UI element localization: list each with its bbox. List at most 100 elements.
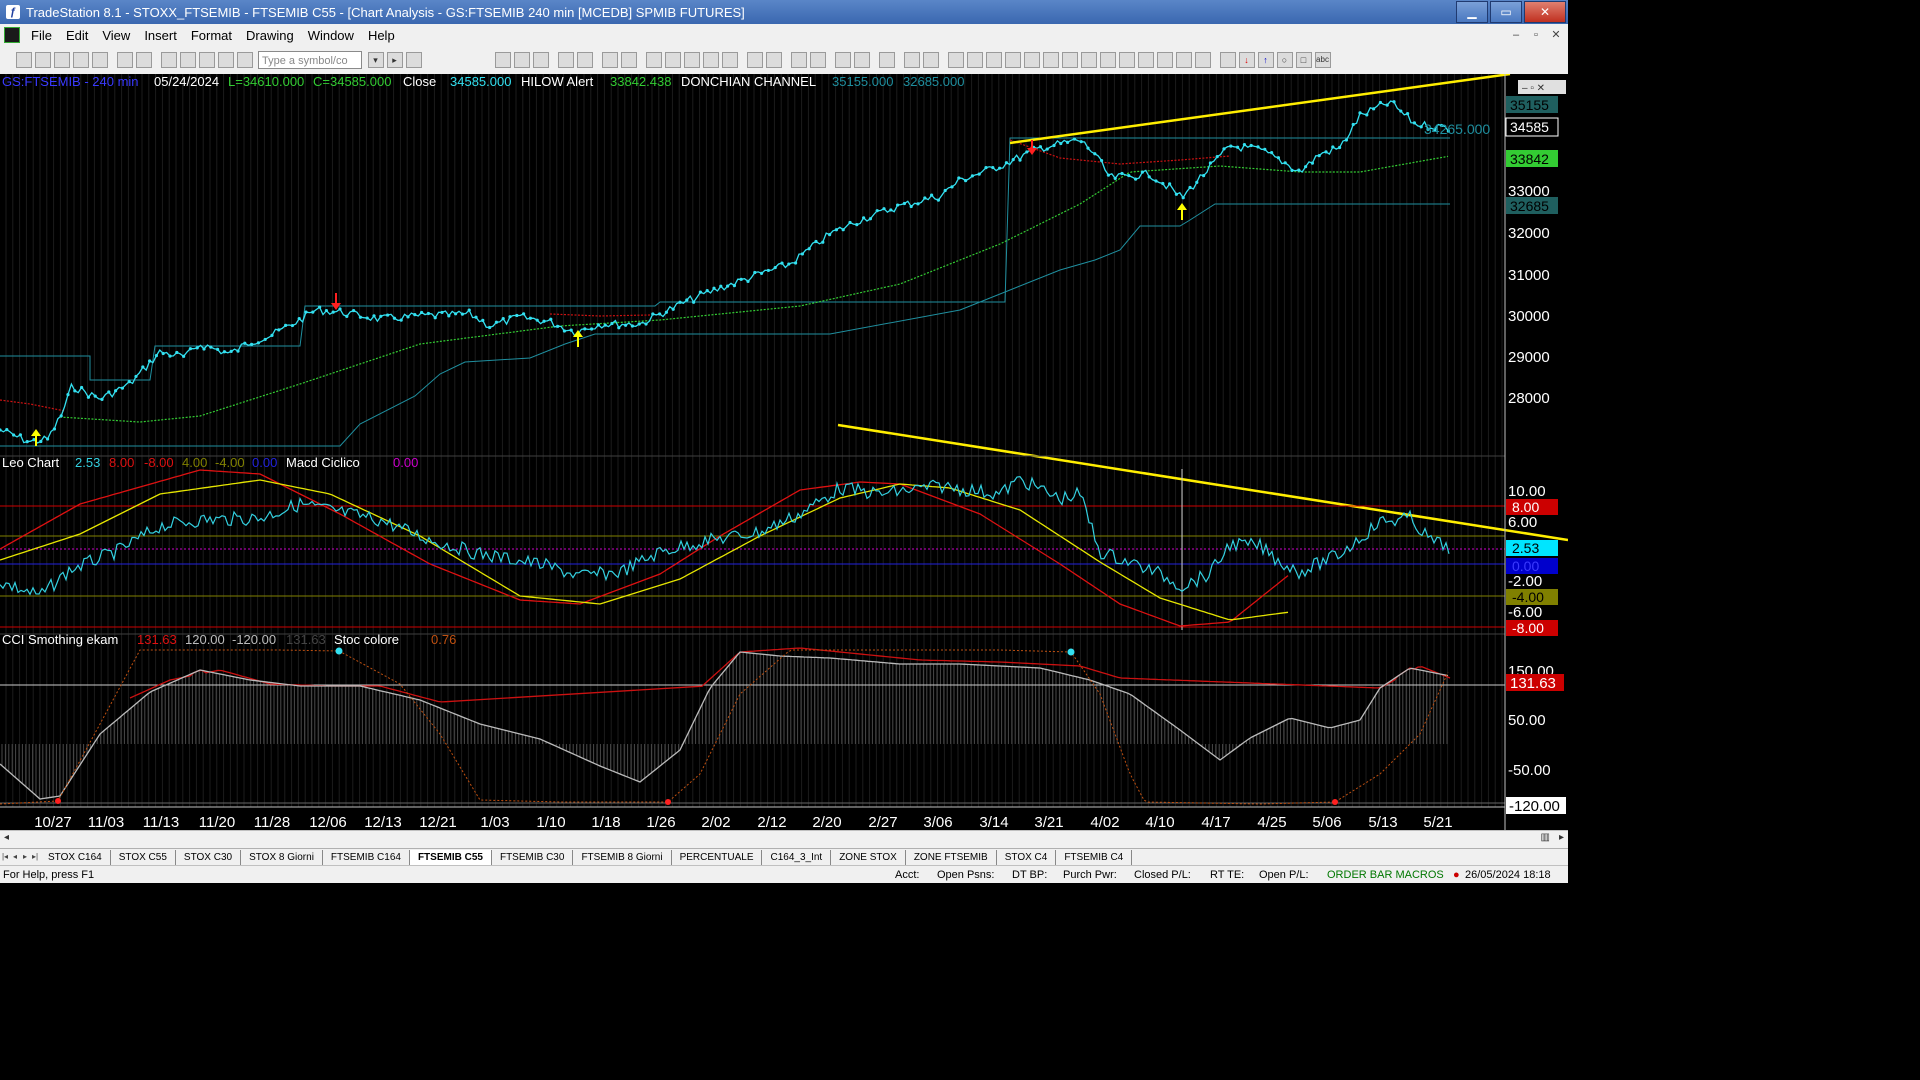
- tab-first-icon[interactable]: |◂: [1, 851, 9, 861]
- menu-view[interactable]: View: [102, 27, 131, 43]
- tab-stox-c4[interactable]: STOX C4: [997, 850, 1057, 865]
- print-icon[interactable]: [135, 52, 152, 68]
- lower-trendline[interactable]: [837, 423, 1568, 542]
- save-icon[interactable]: [72, 52, 89, 68]
- lock-icon[interactable]: [198, 52, 215, 68]
- text-tool-icon[interactable]: abc: [1314, 52, 1331, 68]
- tab-ftsemib-c4[interactable]: FTSEMIB C4: [1056, 850, 1133, 865]
- scroll-left-icon[interactable]: ◂: [4, 832, 10, 843]
- window-table-icon[interactable]: [532, 52, 549, 68]
- tab-last-icon[interactable]: ▸|: [31, 851, 39, 861]
- menu-format[interactable]: Format: [190, 27, 232, 43]
- menu-drawing[interactable]: Drawing: [246, 27, 294, 43]
- tab-stox-8-giorni[interactable]: STOX 8 Giorni: [241, 850, 323, 865]
- matrix-icon[interactable]: [664, 52, 681, 68]
- insert-strategy-icon[interactable]: [620, 52, 637, 68]
- new-icon[interactable]: [15, 52, 32, 68]
- globe-icon[interactable]: [236, 52, 253, 68]
- upper-trendline[interactable]: [1009, 74, 1511, 145]
- tab-zone-stox[interactable]: ZONE STOX: [831, 850, 906, 865]
- mdi-minimize-icon[interactable]: –: [1512, 29, 1520, 41]
- compress-horizontal-icon[interactable]: [765, 52, 782, 68]
- arrow-down-tool-icon[interactable]: ↓: [1238, 52, 1255, 68]
- drawing-icon[interactable]: [217, 52, 234, 68]
- arc-line-tool-icon[interactable]: [1219, 52, 1236, 68]
- tab-ftsemib-c164[interactable]: FTSEMIB C164: [323, 850, 410, 865]
- data-window-icon[interactable]: [853, 52, 870, 68]
- price-bar-dot: [1276, 156, 1280, 160]
- insert-indicator-icon[interactable]: [601, 52, 618, 68]
- tab-stox-c55[interactable]: STOX C55: [111, 850, 176, 865]
- radar-icon[interactable]: [645, 52, 662, 68]
- mdi-close-icon[interactable]: ✕: [1551, 29, 1561, 41]
- vertical-lines-tool-icon[interactable]: [966, 52, 983, 68]
- time-cycles-tool-icon[interactable]: [1099, 52, 1116, 68]
- expand-horizontal-icon[interactable]: [746, 52, 763, 68]
- tab-zone-ftsemib[interactable]: ZONE FTSEMIB: [906, 850, 997, 865]
- tab-stox-c30[interactable]: STOX C30: [176, 850, 242, 865]
- tab-percentuale[interactable]: PERCENTUALE: [672, 850, 763, 865]
- tab-next-icon[interactable]: ▸: [22, 851, 27, 861]
- new-workspace-icon[interactable]: [53, 52, 70, 68]
- regression-tool-icon[interactable]: [1080, 52, 1097, 68]
- candle-icon[interactable]: [702, 52, 719, 68]
- order-bar-macros[interactable]: ORDER BAR MACROS: [1327, 868, 1444, 881]
- symbol-dropdown-icon[interactable]: ▾: [367, 52, 384, 68]
- bar-chart-icon[interactable]: [683, 52, 700, 68]
- minimize-button[interactable]: ▁: [1456, 1, 1488, 23]
- gann-fan-tool-icon[interactable]: [1023, 52, 1040, 68]
- save-all-icon[interactable]: [91, 52, 108, 68]
- channel-tool-icon[interactable]: [1156, 52, 1173, 68]
- trendline-tool-icon[interactable]: [947, 52, 964, 68]
- scroll-thumb-icon[interactable]: ▥: [1540, 832, 1550, 843]
- arc-tool-icon[interactable]: [1175, 52, 1192, 68]
- close-button[interactable]: ✕: [1524, 1, 1566, 23]
- horizontal-arrow-tool-icon[interactable]: [1137, 52, 1154, 68]
- horizontal-lines-tool-icon[interactable]: [985, 52, 1002, 68]
- arrow-up-tool-icon[interactable]: ↑: [1257, 52, 1274, 68]
- tab-prev-icon[interactable]: ◂: [12, 851, 17, 861]
- rectangle-tool-icon[interactable]: □: [1295, 52, 1312, 68]
- symbol-lookup-icon[interactable]: [405, 52, 422, 68]
- line-chart-icon[interactable]: [721, 52, 738, 68]
- options-icon[interactable]: [922, 52, 939, 68]
- menu-file[interactable]: File: [31, 27, 52, 43]
- chart-area[interactable]: GS:FTSEMIB - 240 min 05/24/2024 L=34610.…: [0, 74, 1568, 830]
- chart-format-icon[interactable]: [576, 52, 593, 68]
- tab-ftsemib-8-giorni[interactable]: FTSEMIB 8 Giorni: [573, 850, 672, 865]
- menu-insert[interactable]: Insert: [144, 27, 177, 43]
- menu-edit[interactable]: Edit: [65, 27, 89, 43]
- maximize-button[interactable]: ▭: [1490, 1, 1522, 23]
- horizontal-scrollbar[interactable]: ◂ ▥ ▸: [0, 830, 1568, 849]
- pencil-tool-icon[interactable]: [1194, 52, 1211, 68]
- menu-window[interactable]: Window: [307, 27, 354, 43]
- angle-line-tool-icon[interactable]: [1118, 52, 1135, 68]
- chart-style-icon[interactable]: [557, 52, 574, 68]
- menu-help[interactable]: Help: [367, 27, 395, 43]
- mdi-restore-icon[interactable]: ▫: [1534, 29, 1538, 41]
- tab-stox-c164[interactable]: STOX C164: [40, 850, 111, 865]
- go-arrow-icon[interactable]: ▸: [386, 52, 403, 68]
- zoom-in-icon[interactable]: [790, 52, 807, 68]
- scroll-right-icon[interactable]: ▸: [1558, 832, 1564, 843]
- fibonacci-tool-icon[interactable]: [1004, 52, 1021, 68]
- speed-lines-tool-icon[interactable]: [1042, 52, 1059, 68]
- zoom-out-icon[interactable]: [809, 52, 826, 68]
- chart-window-icon[interactable]: [4, 27, 20, 43]
- tab-ftsemib-c30[interactable]: FTSEMIB C30: [492, 850, 574, 865]
- tab-ftsemib-c55[interactable]: FTSEMIB C55: [409, 850, 492, 865]
- link-icon[interactable]: [160, 52, 177, 68]
- subwindow-controls[interactable]: – ▫ ✕: [1518, 80, 1566, 94]
- tab-c164-3-int[interactable]: C164_3_Int: [762, 850, 832, 865]
- pointer-icon[interactable]: [834, 52, 851, 68]
- window-grid-icon[interactable]: [494, 52, 511, 68]
- open-icon[interactable]: [34, 52, 51, 68]
- tools-icon[interactable]: [878, 52, 895, 68]
- unlink-icon[interactable]: [179, 52, 196, 68]
- andrews-pitchfork-icon[interactable]: [1061, 52, 1078, 68]
- export-icon[interactable]: [903, 52, 920, 68]
- window-list-icon[interactable]: [513, 52, 530, 68]
- symbol-input[interactable]: Type a symbol/co: [258, 51, 362, 69]
- ellipse-tool-icon[interactable]: ○: [1276, 52, 1293, 68]
- print-preview-icon[interactable]: [116, 52, 133, 68]
